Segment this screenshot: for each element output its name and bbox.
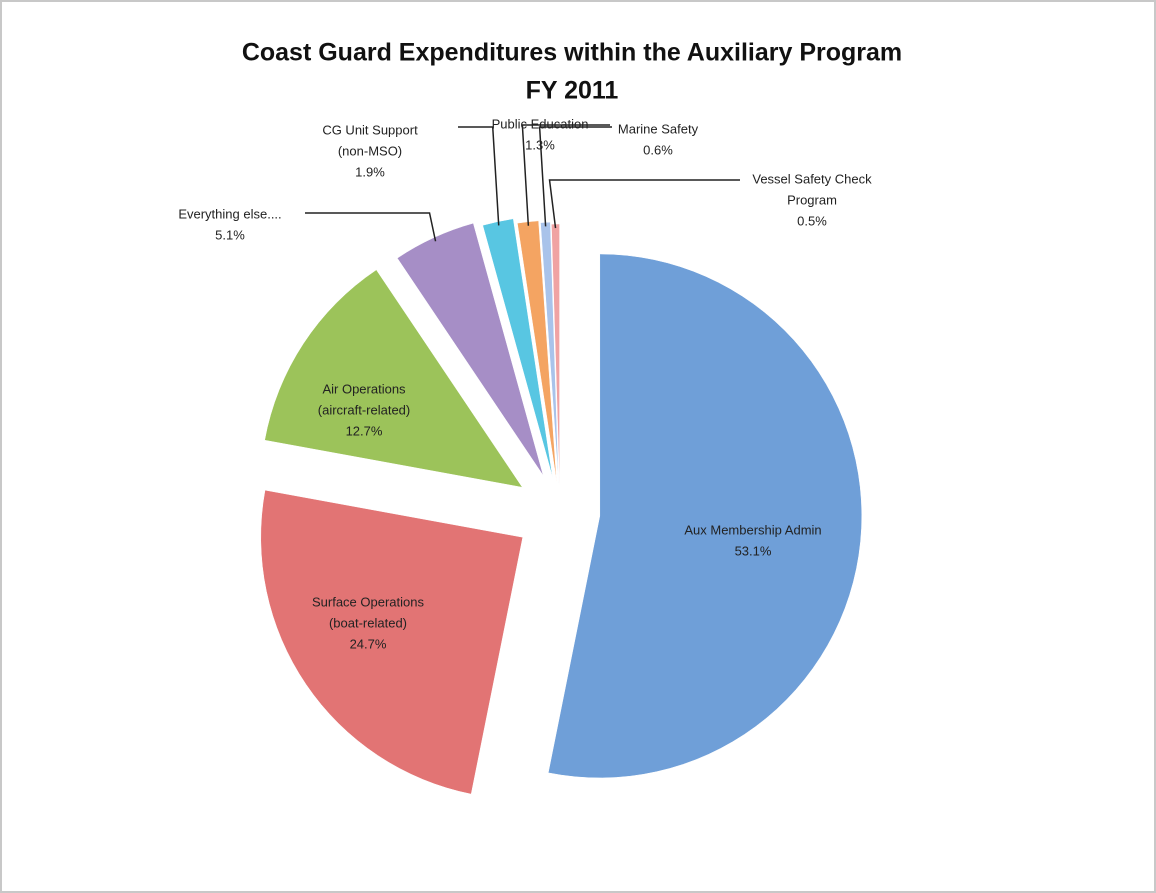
value-label: 24.7% bbox=[350, 636, 387, 651]
slice-label: Air Operations bbox=[322, 381, 406, 396]
value-label: 5.1% bbox=[215, 227, 245, 242]
pie-slice bbox=[264, 269, 523, 488]
leader-line bbox=[548, 179, 740, 229]
slice-label: Aux Membership Admin bbox=[684, 522, 821, 537]
slice-label: (boat-related) bbox=[329, 615, 407, 630]
pie-slice bbox=[260, 489, 524, 795]
pie-slice bbox=[547, 253, 862, 779]
leader-line bbox=[305, 212, 437, 242]
value-label: 53.1% bbox=[735, 543, 772, 558]
value-label: 1.9% bbox=[355, 164, 385, 179]
slice-label: Marine Safety bbox=[618, 121, 699, 136]
pie-slice bbox=[396, 222, 544, 476]
leader-line bbox=[521, 124, 610, 226]
chart-subtitle: FY 2011 bbox=[526, 77, 619, 105]
leader-line bbox=[458, 126, 500, 226]
slice-label: CG Unit Support bbox=[322, 122, 418, 137]
chart-title: Coast Guard Expenditures within the Auxi… bbox=[242, 39, 902, 67]
slice-label: Vessel Safety Check bbox=[752, 171, 872, 186]
leader-line bbox=[538, 126, 612, 227]
slice-label: (non-MSO) bbox=[338, 143, 402, 158]
slice-label: Surface Operations bbox=[312, 594, 425, 609]
value-label: 0.6% bbox=[643, 142, 673, 157]
slice-label: Program bbox=[787, 192, 837, 207]
slice-label: Everything else.... bbox=[178, 206, 281, 221]
value-label: 0.5% bbox=[797, 213, 827, 228]
value-label: 12.7% bbox=[346, 423, 383, 438]
slice-label: (aircraft-related) bbox=[318, 402, 410, 417]
